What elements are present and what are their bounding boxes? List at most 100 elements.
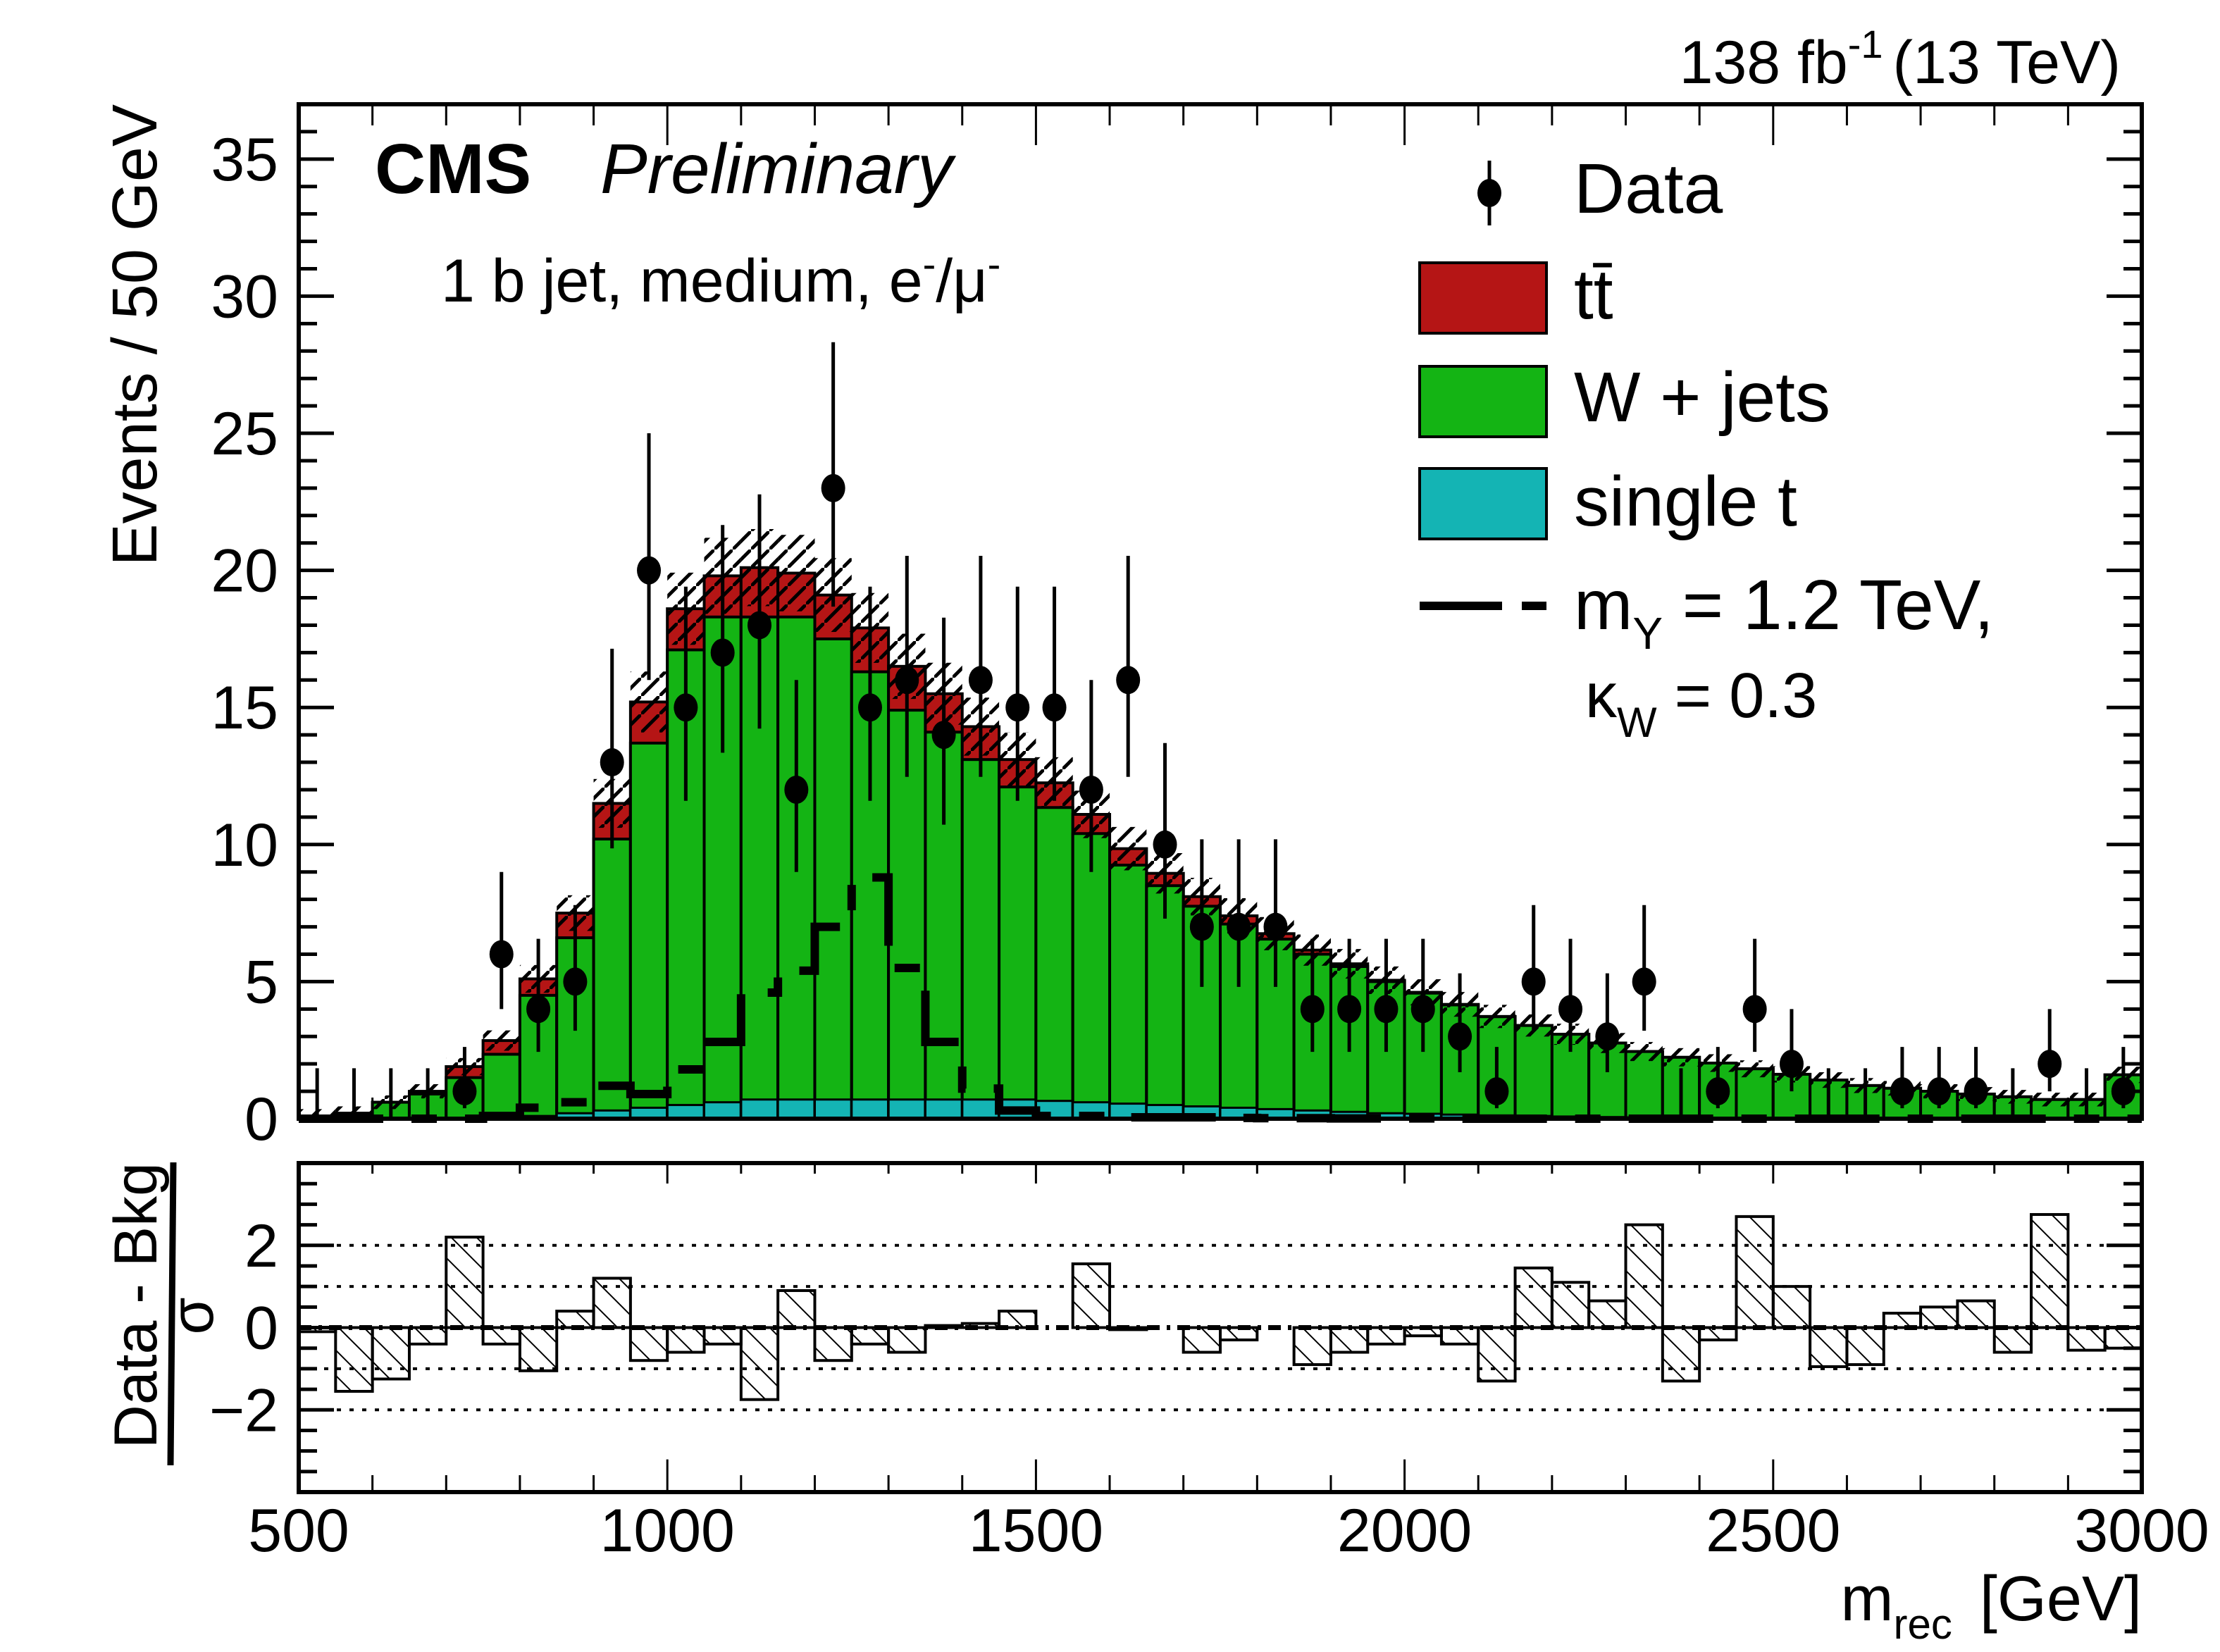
legend-label-wjets: W + jets <box>1574 358 1830 437</box>
wjets-bar <box>1034 806 1074 1120</box>
ratio-bar <box>924 1324 964 1329</box>
ratio-bar <box>1992 1326 2033 1354</box>
data-point <box>1042 693 1067 722</box>
ratio-histogram <box>297 1212 2143 1401</box>
uncertainty-bar <box>778 535 815 611</box>
data-point <box>1116 666 1141 695</box>
legend-label-data: Data <box>1574 149 1723 228</box>
legend-entry-data: Data <box>1477 149 1723 228</box>
preliminary-label: Preliminary <box>600 130 957 209</box>
uncertainty-bar <box>1736 1060 1773 1078</box>
uncertainty-bar <box>630 671 668 733</box>
uncertainty-bar <box>1478 1005 1515 1029</box>
ratio-bar <box>1845 1326 1885 1367</box>
y-tick-label: 10 <box>211 812 278 879</box>
ratio-bar <box>1108 1326 1148 1331</box>
uncertainty-bar <box>1625 1042 1663 1062</box>
data-point <box>1300 995 1325 1024</box>
data-point <box>1927 1077 1952 1106</box>
ratio-bar <box>555 1310 595 1329</box>
x-tick-labels: 500 1000 1500 2000 2500 3000 <box>248 1497 2209 1565</box>
y-tick-label: 15 <box>211 674 278 742</box>
data-point <box>1521 967 1546 996</box>
y-tick-label: 35 <box>211 126 278 194</box>
ratio-bar <box>1624 1223 1664 1329</box>
lumi-energy-label: 138 fb-1 (13 TeV) <box>1680 22 2121 97</box>
uncertainty-bar <box>1110 826 1147 871</box>
data-point <box>563 967 588 996</box>
data-point <box>857 693 882 722</box>
x-axis-title: mrec [GeV] <box>1841 1564 2142 1648</box>
singlet-swatch-icon <box>1418 467 1548 540</box>
y-tick-label: 30 <box>211 263 278 330</box>
ratio-y-tick-label: 0 <box>244 1295 278 1362</box>
singlet-bar <box>776 1098 816 1120</box>
data-point <box>1079 775 1103 804</box>
x-tick-label: 2500 <box>1706 1497 1840 1565</box>
y-axis-title: Events / 50 GeV <box>100 104 170 566</box>
ratio-bar <box>628 1326 669 1362</box>
data-marker-icon <box>1477 179 1501 207</box>
ratio-bar <box>1771 1285 1812 1329</box>
legend-entry-signal: mY = 1.2 TeV, κW = 0.3 <box>1420 566 1994 746</box>
ratio-bar <box>592 1277 632 1329</box>
ratio-y-tick-labels: −2 0 2 <box>209 1212 278 1445</box>
ratio-bar <box>334 1326 374 1393</box>
y-tick-label: 0 <box>244 1086 278 1153</box>
data-point <box>821 473 845 502</box>
x-tick-label: 1000 <box>600 1497 735 1565</box>
ratio-bar <box>739 1326 780 1401</box>
uncertainty-bar <box>1662 1048 1700 1067</box>
data-point <box>2111 1077 2135 1106</box>
ratio-bar <box>1366 1326 1406 1346</box>
ratio-bar <box>481 1326 521 1346</box>
wjets-bar <box>813 637 853 1120</box>
data-point <box>674 693 698 722</box>
wjets-bar <box>1145 884 1185 1121</box>
singlet-bar <box>850 1098 890 1120</box>
data-point <box>748 611 771 640</box>
wjets-bar <box>1624 1050 1664 1121</box>
ratio-plot-panel: −2 0 2 <box>209 1161 2144 1494</box>
ratio-bar <box>2030 1212 2070 1329</box>
data-point <box>1484 1077 1509 1106</box>
data-point <box>1558 995 1583 1024</box>
ratio-bar <box>445 1236 485 1329</box>
ratio-fraction-bar <box>167 1162 177 1466</box>
y-tick-label: 20 <box>211 538 278 605</box>
data-point <box>968 666 993 695</box>
data-point <box>1890 1077 1914 1106</box>
ratio-bar <box>702 1326 743 1346</box>
x-tick-label: 3000 <box>2074 1497 2209 1565</box>
data-point <box>710 638 735 667</box>
ratio-y-axis-title: Data - Bkg σ <box>102 1162 226 1466</box>
wjets-bar <box>481 1052 521 1120</box>
main-frame <box>297 102 2144 1121</box>
x-tick-label: 2000 <box>1337 1497 1472 1565</box>
background-stack <box>297 566 2143 1121</box>
singlet-bar <box>813 1098 853 1120</box>
wjets-bar <box>628 741 669 1120</box>
singlet-bar <box>887 1098 926 1120</box>
x-tick-label: 500 <box>248 1497 349 1565</box>
data-point <box>1337 995 1362 1024</box>
wjets-bar <box>960 758 1001 1120</box>
data-point <box>1632 967 1656 996</box>
ratio-bar <box>1182 1326 1222 1354</box>
ratio-bar <box>1661 1326 1701 1383</box>
data-points <box>315 342 2135 1119</box>
wjets-swatch-icon <box>1418 365 1548 438</box>
ratio-bar <box>1698 1326 1738 1342</box>
ratio-axis-ticks <box>299 1181 2142 1474</box>
data-point <box>2038 1050 2062 1079</box>
data-point <box>1153 830 1177 859</box>
ratio-bar <box>2066 1326 2107 1352</box>
ratio-bar <box>1292 1326 1332 1367</box>
data-point <box>489 940 514 969</box>
data-point <box>784 775 809 804</box>
uncertainty-bar <box>2031 1093 2069 1107</box>
y-tick-label: 5 <box>244 948 278 1016</box>
ratio-bar <box>776 1288 817 1329</box>
data-point <box>1706 1077 1730 1106</box>
